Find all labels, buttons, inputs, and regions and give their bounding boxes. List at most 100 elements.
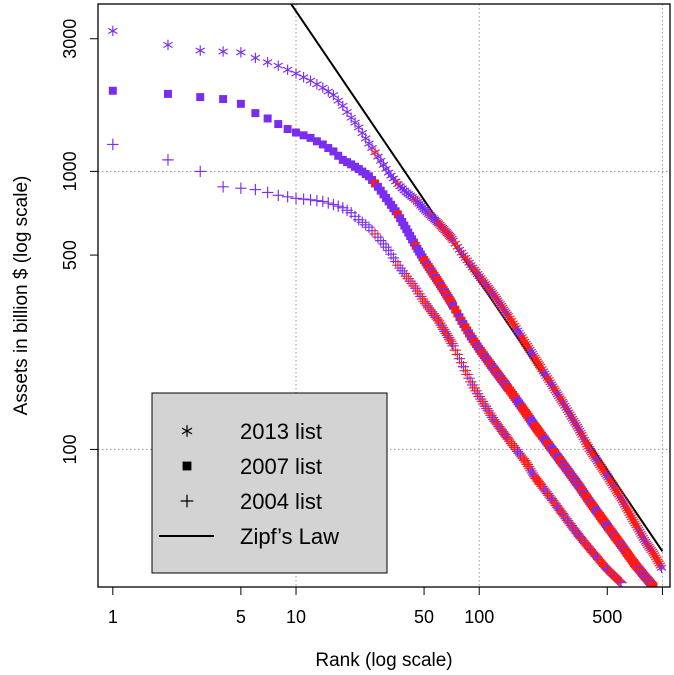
- data-point: [614, 575, 626, 587]
- series-2007-list: [108, 86, 658, 587]
- data-point: [250, 52, 261, 64]
- data-point: [107, 25, 118, 37]
- data-point: [217, 181, 229, 193]
- data-point: [470, 385, 482, 397]
- legend-box: [151, 392, 388, 574]
- data-point: [251, 109, 260, 118]
- data-point: [332, 200, 344, 212]
- y-tick-label: 3000: [60, 19, 80, 59]
- series-2004-list: [107, 138, 627, 587]
- data-point: [163, 89, 172, 98]
- data-point: [311, 194, 323, 207]
- data-point: [328, 89, 339, 101]
- y-tick-label: 100: [60, 434, 80, 464]
- data-point: [334, 151, 343, 160]
- data-point: [305, 75, 316, 86]
- legend-asterisk-swatch: [181, 425, 193, 437]
- data-point: [612, 574, 625, 587]
- legend-plus-swatch: [180, 494, 194, 508]
- data-point: [350, 117, 360, 128]
- data-point: [466, 379, 479, 391]
- data-point: [299, 131, 308, 140]
- data-point: [473, 390, 485, 403]
- data-point: [478, 398, 490, 410]
- data-point: [107, 138, 119, 151]
- x-axis-title: Rank (log scale): [315, 650, 452, 671]
- data-point: [380, 241, 392, 253]
- data-point: [108, 86, 117, 95]
- data-points: [107, 25, 667, 587]
- data-point: [263, 114, 272, 123]
- data-point: [261, 186, 274, 199]
- legend-square-swatch: [182, 461, 192, 471]
- data-point: [273, 60, 284, 71]
- legend-label: 2013 list: [240, 419, 322, 444]
- data-point: [162, 154, 174, 166]
- legend-label: Zipf’s Law: [240, 524, 339, 549]
- data-point: [481, 402, 493, 415]
- series-2013-list: [107, 25, 667, 573]
- data-point: [329, 147, 338, 156]
- data-point: [471, 387, 484, 400]
- data-point: [479, 400, 492, 412]
- x-tick-label: 500: [592, 607, 622, 627]
- data-point: [343, 158, 352, 167]
- data-point: [446, 231, 456, 243]
- data-point: [298, 72, 309, 83]
- x-tick-label: 50: [414, 607, 434, 627]
- data-point: [304, 194, 317, 206]
- data-point: [306, 133, 315, 142]
- data-point: [447, 340, 459, 352]
- data-point: [219, 95, 228, 104]
- data-point: [327, 198, 340, 211]
- data-point: [235, 182, 247, 194]
- x-tick-label: 1: [108, 607, 118, 627]
- data-point: [236, 47, 246, 58]
- y-tick-label: 1000: [60, 151, 80, 191]
- data-point: [312, 137, 321, 146]
- data-point: [281, 191, 294, 203]
- data-point: [383, 167, 394, 178]
- data-point: [446, 337, 458, 350]
- data-point: [655, 560, 666, 571]
- data-point: [338, 155, 347, 164]
- x-tick-label: 10: [286, 607, 306, 627]
- data-point: [324, 144, 333, 153]
- grid: [98, 4, 670, 587]
- data-point: [290, 192, 302, 205]
- data-point: [416, 293, 429, 305]
- data-point: [482, 405, 494, 417]
- data-point: [272, 189, 284, 202]
- y-axis: 100 500 1000 3000: [60, 19, 98, 464]
- data-point: [445, 335, 457, 347]
- data-point: [282, 64, 293, 75]
- data-point: [297, 193, 310, 205]
- data-point: [520, 456, 532, 468]
- data-point: [656, 562, 667, 573]
- data-point: [483, 407, 496, 419]
- x-tick-label: 100: [464, 607, 494, 627]
- data-point: [317, 195, 329, 208]
- data-point: [475, 393, 487, 405]
- data-point: [476, 395, 489, 408]
- data-point: [291, 68, 301, 79]
- data-point: [323, 86, 334, 97]
- legend-label: 2007 list: [240, 454, 322, 479]
- data-point: [438, 223, 449, 235]
- x-tick-label: 5: [236, 607, 246, 627]
- data-point: [465, 376, 477, 388]
- data-point: [415, 290, 427, 303]
- data-point: [369, 228, 381, 240]
- data-point: [318, 140, 327, 149]
- data-point: [317, 82, 328, 93]
- data-point: [377, 238, 390, 250]
- data-point: [292, 128, 301, 137]
- data-point: [468, 382, 480, 394]
- data-point: [218, 46, 228, 57]
- data-point: [333, 95, 344, 106]
- data-point: [649, 582, 658, 587]
- data-point: [196, 93, 205, 102]
- data-point: [195, 45, 206, 56]
- plot-frame: [97, 3, 671, 588]
